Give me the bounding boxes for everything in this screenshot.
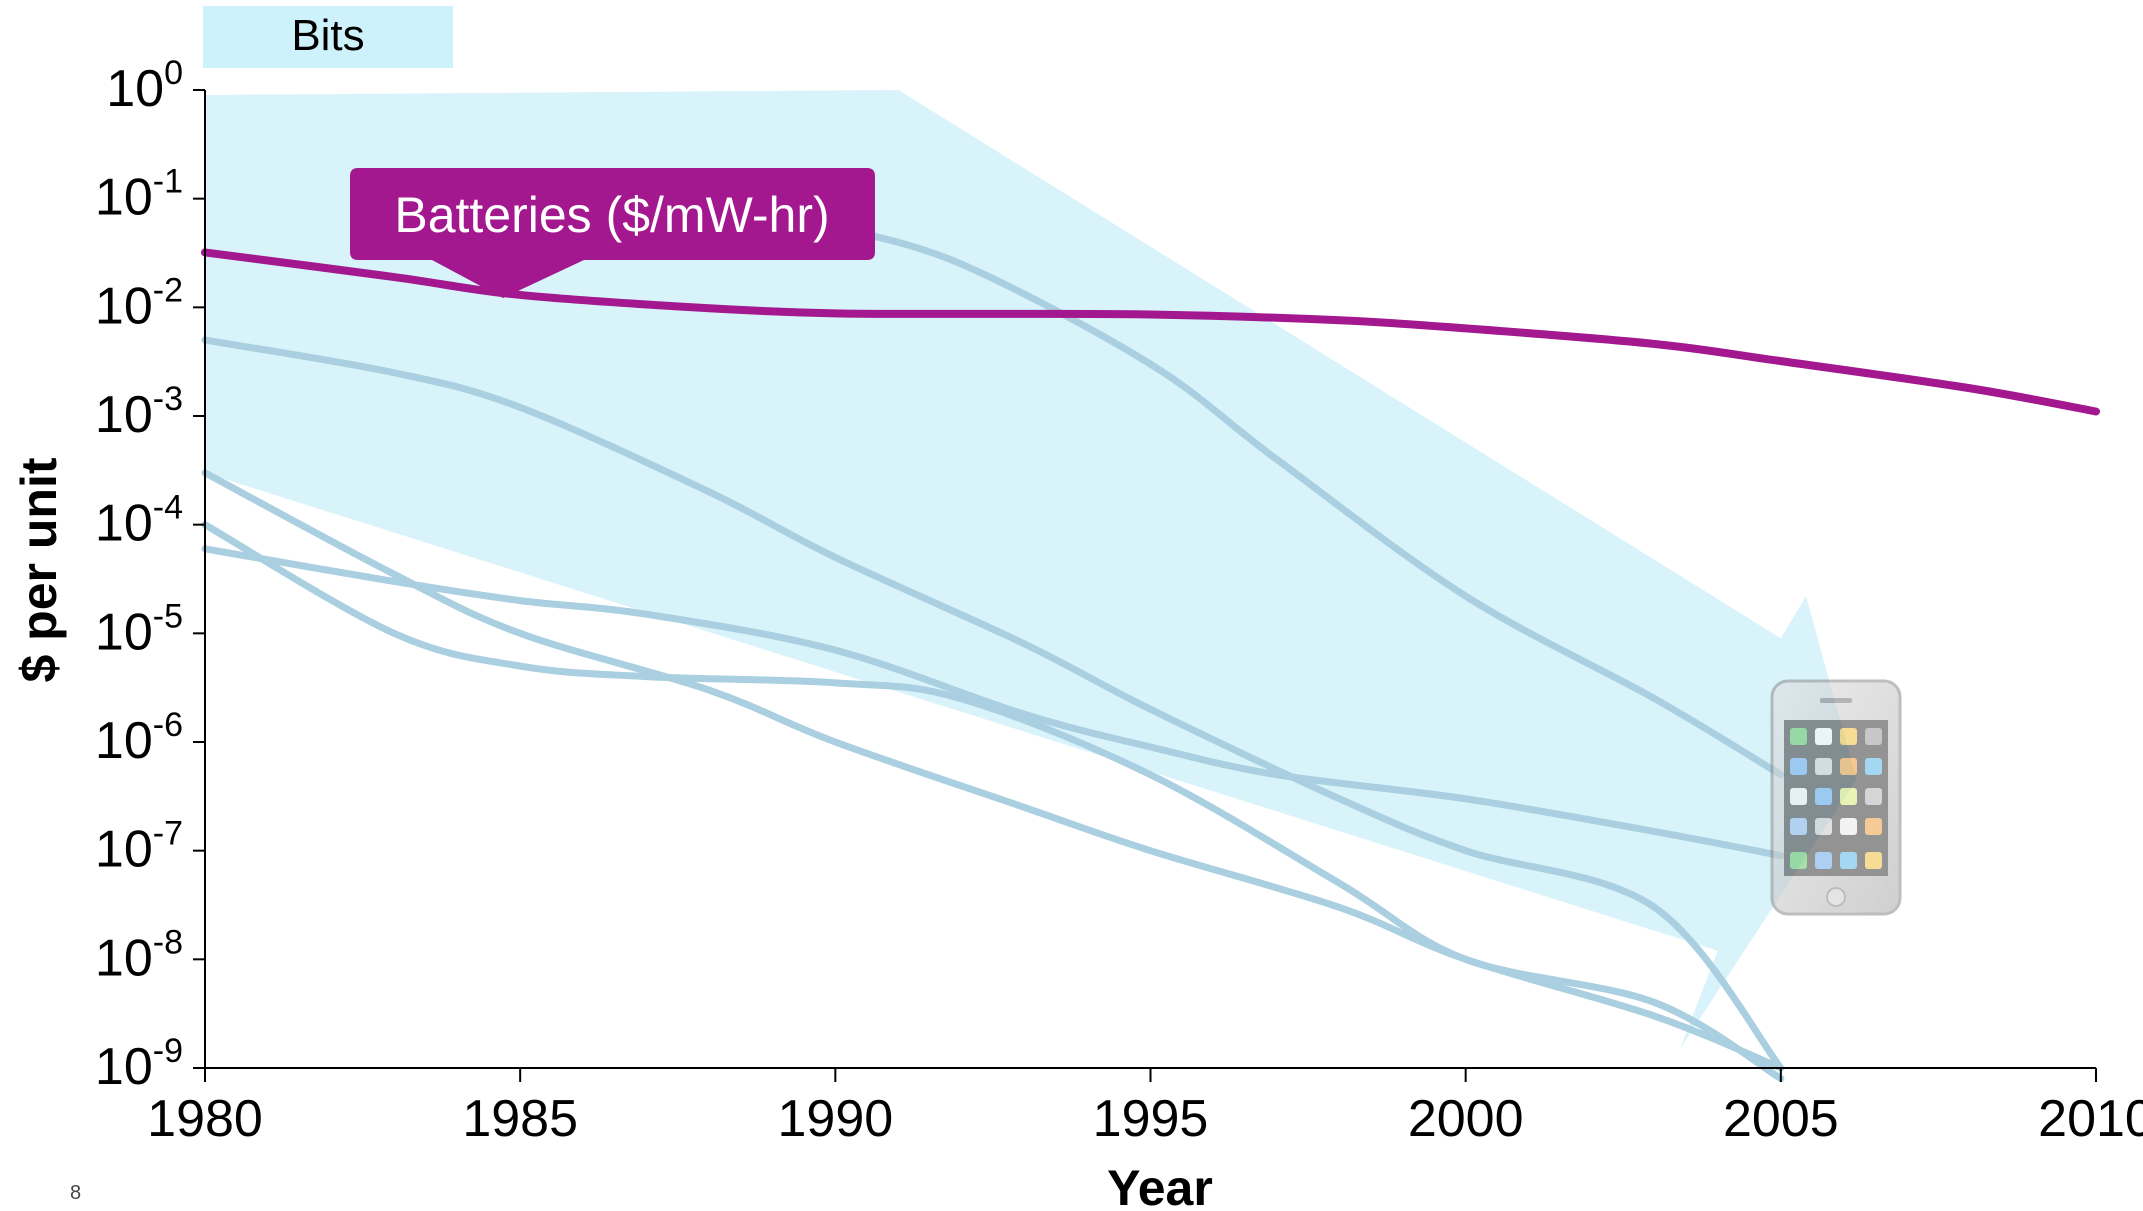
y-axis-title: $ per unit — [11, 457, 67, 682]
bits-series-line-5 — [201, 521, 1785, 1083]
bits-badge-label: Bits — [291, 11, 364, 60]
y-tick-label: 10-3 — [95, 380, 183, 444]
x-tick-label: 1985 — [462, 1090, 578, 1148]
x-axis-ticks: 1980 1985 1990 1995 2000 2005 2010 — [147, 1068, 2143, 1148]
y-tick-label: 10-5 — [95, 597, 183, 661]
y-axis-ticks: 100 10-1 10-2 10-3 10-4 10-5 10-6 10-7 10-8 10-9 — [95, 54, 205, 1096]
bits-badge: Bits — [203, 6, 453, 68]
bits-series-line-2 — [201, 336, 1785, 1072]
batteries-callout-box — [350, 168, 875, 298]
y-tick-label: 100 — [106, 54, 183, 118]
bits-trend-band — [205, 90, 1857, 1049]
x-tick-label: 2000 — [1408, 1090, 1524, 1148]
y-tick-label: 10-1 — [95, 163, 183, 227]
batteries-callout: Batteries ($/mW-hr) — [350, 168, 875, 298]
x-tick-label: 1990 — [777, 1090, 893, 1148]
series-lines — [201, 223, 2100, 1083]
page-number: 8 — [70, 1182, 82, 1204]
bits-series-line-1 — [831, 223, 1785, 779]
y-tick-label: 10-9 — [95, 1032, 183, 1096]
batteries-callout-label: Batteries ($/mW-hr) — [394, 187, 829, 243]
y-tick-label: 10-6 — [95, 706, 183, 770]
x-tick-label: 1980 — [147, 1090, 263, 1148]
x-axis-title: Year — [1107, 1160, 1213, 1211]
y-tick-label: 10-4 — [95, 489, 183, 553]
bits-badge-background — [203, 6, 453, 68]
bits-series-line-4 — [201, 545, 1785, 860]
y-tick-label: 10-7 — [95, 815, 183, 879]
batteries-series-line — [201, 248, 2100, 416]
y-tick-label: 10-8 — [95, 923, 183, 987]
x-tick-label: 1995 — [1093, 1090, 1209, 1148]
y-tick-label: 10-2 — [95, 271, 183, 335]
phone-icon — [1770, 679, 1902, 916]
x-tick-label: 2010 — [2038, 1090, 2143, 1148]
x-tick-label: 2005 — [1723, 1090, 1839, 1148]
